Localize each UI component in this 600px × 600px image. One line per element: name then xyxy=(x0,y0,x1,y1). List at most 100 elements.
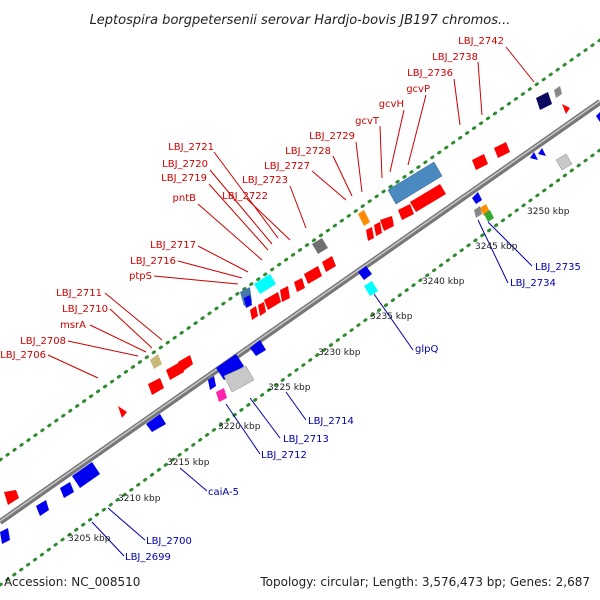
gene-feature[interactable] xyxy=(178,355,193,372)
gene-feature[interactable] xyxy=(280,286,290,302)
misc-feature[interactable] xyxy=(555,153,573,171)
gene-feature[interactable] xyxy=(72,462,100,488)
misc-feature[interactable] xyxy=(358,210,370,226)
gene-label[interactable]: LBJ_2700 xyxy=(146,536,192,547)
gene-label[interactable]: LBJ_2735 xyxy=(535,262,581,273)
gene-label[interactable]: LBJ_2706 xyxy=(0,350,46,361)
gene-label[interactable]: LBJ_2716 xyxy=(130,256,176,267)
gene-label[interactable]: gcvP xyxy=(406,84,430,95)
chromosome-backbone xyxy=(0,99,600,525)
gene-feature[interactable] xyxy=(60,482,74,498)
pseudogene-feature[interactable] xyxy=(244,295,252,308)
kbp-tick-label: 3205 kbp xyxy=(68,534,111,544)
gene-label[interactable]: glpQ xyxy=(415,344,438,355)
gene-label[interactable]: LBJ_2738 xyxy=(432,52,478,63)
gene-feature[interactable] xyxy=(398,204,414,220)
gene-feature[interactable] xyxy=(562,104,570,114)
gene-label[interactable]: LBJ_2711 xyxy=(56,288,102,299)
gene-label[interactable]: LBJ_2719 xyxy=(161,173,207,184)
misc-feature[interactable] xyxy=(387,161,443,205)
gene-label[interactable]: LBJ_2699 xyxy=(125,552,171,563)
misc-feature[interactable] xyxy=(312,238,328,254)
gene-feature[interactable] xyxy=(250,340,266,356)
misc-feature[interactable] xyxy=(554,86,562,98)
rna-feature[interactable] xyxy=(216,388,227,402)
gene-feature[interactable] xyxy=(146,414,166,432)
gene-feature[interactable] xyxy=(294,278,305,292)
gene-label[interactable]: LBJ_2721 xyxy=(168,142,214,153)
gene-label[interactable]: LBJ_2742 xyxy=(458,36,504,47)
gene-feature[interactable] xyxy=(36,500,49,516)
pseudogene-feature[interactable] xyxy=(223,365,255,393)
gene-label[interactable]: pntB xyxy=(173,193,197,204)
gene-feature[interactable] xyxy=(366,227,374,241)
gene-feature[interactable] xyxy=(264,292,281,310)
gene-feature[interactable] xyxy=(118,406,127,418)
gene-label[interactable]: msrA xyxy=(60,320,86,331)
kbp-tick-label: 3220 kbp xyxy=(218,422,261,432)
gene-label[interactable]: gcvH xyxy=(379,99,404,110)
gene-label[interactable]: LBJ_2734 xyxy=(510,278,556,289)
misc-feature[interactable] xyxy=(484,210,494,222)
gene-label[interactable]: LBJ_2710 xyxy=(62,304,108,315)
gene-feature[interactable] xyxy=(304,266,322,284)
gene-feature[interactable] xyxy=(472,154,488,170)
misc-feature[interactable] xyxy=(536,92,552,110)
gene-feature[interactable] xyxy=(258,302,266,316)
gene-feature[interactable] xyxy=(374,222,382,236)
gene-label[interactable]: LBJ_2717 xyxy=(150,240,196,251)
gene-label[interactable]: LBJ_2713 xyxy=(283,434,329,445)
gene-label[interactable]: LBJ_2729 xyxy=(309,131,355,142)
gene-feature[interactable] xyxy=(358,266,372,280)
reverse-label-leaders xyxy=(91,219,533,557)
gene-feature[interactable] xyxy=(410,184,446,212)
gene-feature[interactable] xyxy=(208,376,216,390)
kbp-tick-label: 3210 kbp xyxy=(118,494,161,504)
forward-label-leaders xyxy=(47,46,535,379)
gene-feature[interactable] xyxy=(472,192,482,204)
gene-label[interactable]: LBJ_2727 xyxy=(264,161,310,172)
gene-label[interactable]: LBJ_2720 xyxy=(162,159,208,170)
accession-text: Accession: NC_008510 xyxy=(4,575,140,589)
pseudogene-feature[interactable] xyxy=(364,281,378,296)
gene-label[interactable]: ptpS xyxy=(129,271,152,282)
gene-feature[interactable] xyxy=(494,142,510,158)
gene-label[interactable]: LBJ_2736 xyxy=(407,68,453,79)
gene-feature[interactable] xyxy=(538,148,546,156)
gene-label[interactable]: LBJ_2708 xyxy=(20,336,66,347)
kbp-tick-label: 3240 kbp xyxy=(422,277,465,287)
gene-feature[interactable] xyxy=(380,216,394,231)
gene-feature[interactable] xyxy=(530,152,538,160)
gene-feature[interactable] xyxy=(4,490,19,505)
kbp-tick-label: 3245 kbp xyxy=(475,242,518,252)
gene-label[interactable]: LBJ_2723 xyxy=(242,175,288,186)
misc-feature[interactable] xyxy=(474,206,482,218)
gene-feature[interactable] xyxy=(322,256,336,272)
pseudogene-feature[interactable] xyxy=(254,274,276,294)
gene-label[interactable]: LBJ_2722 xyxy=(222,191,268,202)
gene-label[interactable]: gcvT xyxy=(355,116,380,127)
gene-label[interactable]: caiA-5 xyxy=(208,487,239,498)
kbp-tick-label: 3250 kbp xyxy=(527,207,570,217)
kbp-tick-label: 3235 kbp xyxy=(370,312,413,322)
gene-feature[interactable] xyxy=(166,362,184,380)
backbone-highlight xyxy=(0,100,600,522)
gene-label[interactable]: LBJ_2728 xyxy=(285,146,331,157)
gene-feature[interactable] xyxy=(0,528,10,544)
kbp-tick-label: 3225 kbp xyxy=(268,383,311,393)
reverse-gene-labels: LBJ_2735 LBJ_2734 glpQ LBJ_2714 LBJ_2713… xyxy=(125,262,581,563)
map-title: Leptospira borgpetersenii serovar Hardjo… xyxy=(90,13,511,28)
gene-label[interactable]: LBJ_2712 xyxy=(261,450,307,461)
genome-summary-text: Topology: circular; Length: 3,576,473 bp… xyxy=(259,575,590,589)
gene-feature[interactable] xyxy=(216,354,244,380)
gene-label[interactable]: LBJ_2714 xyxy=(308,416,354,427)
gene-feature[interactable] xyxy=(596,112,600,122)
outer-dotted-track xyxy=(0,38,600,462)
position-ticks: 3205 kbp 3210 kbp 3215 kbp 3220 kbp 3225… xyxy=(68,207,570,544)
forward-strand-genes xyxy=(4,104,570,505)
rna-feature[interactable] xyxy=(150,354,162,369)
gene-feature[interactable] xyxy=(148,378,164,395)
gene-feature[interactable] xyxy=(250,306,258,320)
